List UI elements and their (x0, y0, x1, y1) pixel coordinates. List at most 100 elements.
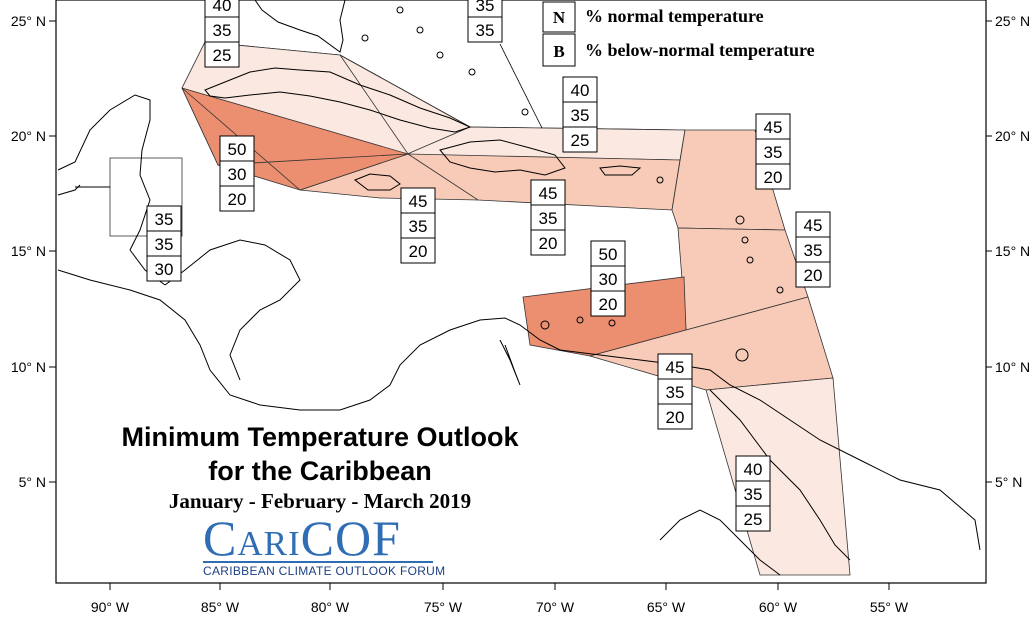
probability-box: 50 30 20 (590, 240, 626, 317)
probability-value: 20 (666, 408, 685, 427)
probability-value: 35 (476, 21, 495, 40)
island (540, 320, 550, 330)
probability-value: 35 (744, 485, 763, 504)
probability-value: 25 (571, 131, 590, 150)
probability-value: 20 (228, 190, 247, 209)
lon-tick-label: 60° W (759, 599, 798, 615)
map-inner-frame (55, 0, 987, 584)
probability-value: 45 (804, 216, 823, 235)
legend-label-below: % below-normal temperature (585, 40, 815, 60)
probability-value: 35 (155, 235, 174, 254)
probability-cell (467, 16, 503, 43)
legend: N % normal temperature B % below-normal … (542, 1, 815, 67)
legend-key-box-n (542, 1, 576, 33)
probability-cell (146, 230, 182, 257)
probability-box: 50 30 20 (219, 135, 255, 212)
axis-ticks: 90° W 85° W 80° W 75° W 70° W 65° W 60° W 55° W… (11, 13, 1030, 615)
probability-cell (657, 378, 693, 405)
island (746, 256, 754, 264)
caricof-tagline: CARIBBEAN CLIMATE OUTLOOK FORUM (203, 564, 446, 578)
probability-value: 35 (666, 383, 685, 402)
probability-cell (204, 16, 240, 43)
island (608, 319, 616, 327)
probability-box: 40 35 25 (562, 76, 598, 153)
season-subtitle: January - February - March 2019 (168, 489, 472, 513)
florida-coast (254, 0, 346, 53)
coastlines (57, 0, 981, 576)
probability-box: 45 35 20 (755, 113, 791, 190)
probability-value: 45 (539, 184, 558, 203)
probability-value: 45 (409, 192, 428, 211)
island (656, 176, 664, 184)
venezuela-coast (499, 339, 521, 386)
map-title: Minimum Temperature Outlook for the Cari… (60, 420, 580, 488)
probability-cell (795, 261, 831, 288)
probability-value: 40 (571, 81, 590, 100)
legend-key-box-b (542, 33, 576, 67)
probability-value: 25 (213, 46, 232, 65)
caricof-logo: CariCOF (203, 510, 401, 566)
logo-underline (203, 561, 433, 563)
lat-tick-label-right: 15° N (995, 243, 1030, 259)
probability-cell (204, 41, 240, 68)
probability-value: 20 (409, 242, 428, 261)
probability-value: 30 (155, 260, 174, 279)
title-line-1: Minimum Temperature Outlook (121, 422, 519, 452)
island (576, 316, 584, 324)
island (396, 6, 404, 14)
guianas-coast (709, 389, 851, 561)
probability-cell (755, 138, 791, 165)
central-america-coast (57, 269, 981, 551)
probability-cell (795, 236, 831, 263)
island (741, 236, 749, 244)
probability-cell (735, 505, 771, 532)
legend-key-b: B (553, 42, 564, 61)
probability-value: 45 (666, 358, 685, 377)
hispaniola-coast (439, 139, 566, 176)
probability-cell (590, 240, 626, 267)
probability-value: 35 (571, 106, 590, 125)
lon-tick-label: 75° W (424, 599, 463, 615)
lon-tick-label: 70° W (536, 599, 575, 615)
island (361, 34, 369, 42)
probability-box: 45 35 20 (795, 211, 831, 288)
probability-cell (562, 126, 598, 153)
probability-cell (657, 353, 693, 380)
probability-value: 25 (744, 510, 763, 529)
probability-value: 35 (213, 21, 232, 40)
probability-cell (657, 403, 693, 430)
legend-label-normal: % normal temperature (585, 6, 764, 26)
probability-cell (146, 205, 182, 232)
probability-box: 40 35 25 (204, 0, 240, 68)
lat-tick-label-right: 5° N (995, 474, 1022, 490)
central-america-pacific (164, 239, 301, 381)
probability-cell (219, 185, 255, 212)
cuba-coast (204, 67, 472, 133)
south-america-interior (659, 509, 781, 576)
turks-leader-line (499, 43, 543, 129)
probability-cell (755, 163, 791, 190)
lat-tick-label-right: 20° N (995, 128, 1030, 144)
probability-value: 50 (228, 140, 247, 159)
lon-tick-label: 55° W (870, 599, 909, 615)
probability-cell (400, 237, 436, 264)
probability-value: 35 (764, 143, 783, 162)
island (735, 215, 745, 225)
lat-tick-label-left: 10° N (11, 359, 46, 375)
jamaica-coast (353, 173, 401, 191)
probability-cell (530, 229, 566, 256)
lat-tick-label-left: 20° N (11, 128, 46, 144)
probability-value: 35 (409, 217, 428, 236)
probability-cell (562, 101, 598, 128)
island (436, 51, 444, 59)
lon-tick-label: 65° W (647, 599, 686, 615)
probability-value: 45 (764, 118, 783, 137)
region-polygon-belize (109, 157, 183, 237)
probability-value: 50 (599, 245, 618, 264)
probability-box: 40 35 25 (735, 455, 771, 532)
lat-tick-label-left: 5° N (19, 474, 46, 490)
island (468, 68, 476, 76)
probability-value: 20 (804, 266, 823, 285)
probability-value: 20 (539, 234, 558, 253)
